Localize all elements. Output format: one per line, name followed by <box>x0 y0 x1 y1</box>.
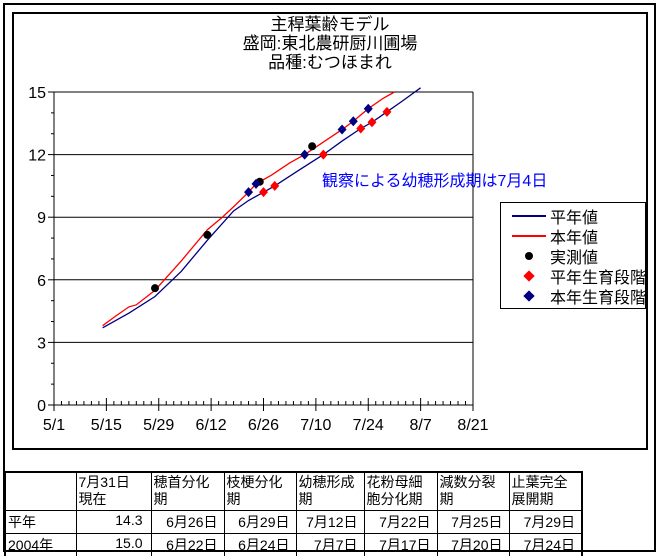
x-tick-label: 6/26 <box>248 417 279 434</box>
marker-平年生育段階 <box>367 117 377 128</box>
x-tick-label: 5/1 <box>43 417 65 434</box>
table-header-cell: 減数分裂 期 <box>436 471 510 511</box>
line-swatch <box>512 215 546 217</box>
marker-実測値 <box>203 230 212 239</box>
legend-dot-icon <box>512 252 546 260</box>
y-tick-label: 12 <box>28 148 46 165</box>
chart-annotation: 観察による幼穂形成期は7月4日 <box>322 173 548 190</box>
table-cell: 6月29日 <box>223 509 297 534</box>
table-cell: 7月25日 <box>436 509 510 534</box>
legend-label: 本年値 <box>550 230 599 247</box>
marker-本年生育段階 <box>337 124 347 135</box>
series-本年値 <box>102 91 395 327</box>
chart-subtitle-location: 盛岡:東北農研厨川圃場 <box>242 34 418 53</box>
marker-実測値 <box>308 142 317 151</box>
legend-item: 実測値 <box>512 246 645 267</box>
legend-label: 実測値 <box>550 250 599 267</box>
table-cell: 7月29日 <box>508 509 583 534</box>
y-tick-label: 3 <box>37 335 46 352</box>
x-tick-label: 6/12 <box>196 417 227 434</box>
legend-label: 本年生育段階 <box>550 290 647 307</box>
marker-本年生育段階 <box>300 149 310 160</box>
table-cell: 7月24日 <box>508 532 583 556</box>
legend-item: 本年値 <box>512 226 645 247</box>
marker-平年生育段階 <box>356 123 366 134</box>
legend-item: 平年値 <box>512 206 645 227</box>
table-header-row: 7月31日 現在 穂首分化 期枝梗分化 期幼穂形成 期花粉母細 胞分化期 減数分裂 … <box>4 471 583 511</box>
legend-label: 平年値 <box>550 210 599 227</box>
marker-平年生育段階 <box>318 149 328 160</box>
x-tick-label: 5/15 <box>91 417 122 434</box>
table-header-cell: 穂首分化 期 <box>150 471 225 511</box>
chart-legend: 平年値本年値実測値平年生育段階 本年生育段階 <box>500 202 646 309</box>
marker-実測値 <box>151 284 160 293</box>
table-cell: 15.0 <box>75 532 152 556</box>
y-tick-label: 6 <box>37 273 46 290</box>
growth-stage-table: 7月31日 現在 穂首分化 期枝梗分化 期幼穂形成 期花粉母細 胞分化期 減数分裂 … <box>4 471 583 556</box>
marker-平年生育段階 <box>259 187 268 198</box>
table-header-cell: 7月31日 現在 <box>75 471 152 511</box>
table-cell: 14.3 <box>75 509 152 534</box>
table-row: 平年 14.3 6月26日 6月29日 7月12日 7月22日 7月25日 7月29日 <box>4 509 583 534</box>
dot-swatch <box>525 252 533 260</box>
table-cell: 7月17日 <box>363 532 438 556</box>
legend-label: 平年生育段階 <box>550 270 647 287</box>
x-tick-label: 5/29 <box>143 417 174 434</box>
table-header-cell: 枝梗分化 期 <box>223 471 297 511</box>
y-tick-label: 15 <box>28 85 46 102</box>
chart-subtitle-variety: 品種:むつほまれ <box>268 53 392 72</box>
diamond-swatch <box>523 270 535 282</box>
x-tick-label: 8/7 <box>410 417 432 434</box>
legend-line-sample <box>512 215 546 217</box>
chart-title-block: 主稈葉齢モデル 盛岡:東北農研厨川圃場 品種:むつほまれ <box>0 15 660 72</box>
y-tick-label: 0 <box>37 398 46 415</box>
table-cell: 6月26日 <box>150 509 225 534</box>
x-tick-label: 7/10 <box>300 417 331 434</box>
table-header-cell <box>4 471 77 511</box>
table-row-label: 2004年 <box>4 532 77 556</box>
x-tick-label: 8/21 <box>457 417 488 434</box>
table-header-cell: 幼穂形成 期 <box>295 471 365 511</box>
diamond-swatch <box>523 290 535 302</box>
legend-diamond-icon <box>512 270 546 282</box>
table-header-cell: 花粉母細 胞分化期 <box>363 471 438 511</box>
marker-本年生育段階 <box>251 178 261 189</box>
marker-本年生育段階 <box>363 103 373 114</box>
legend-item: 本年生育段階 <box>512 286 647 307</box>
legend-diamond-icon <box>512 290 546 302</box>
table-cell: 6月24日 <box>223 532 297 556</box>
table-cell: 7月7日 <box>295 532 365 556</box>
line-swatch <box>512 235 546 237</box>
table-row: 2004年 15.0 6月22日 6月24日 7月7日 7月17日 7月20日 7月24日 <box>4 532 583 556</box>
marker-平年生育段階 <box>270 180 280 191</box>
table-row-label: 平年 <box>4 509 77 534</box>
marker-平年生育段階 <box>382 106 392 117</box>
marker-本年生育段階 <box>348 116 358 127</box>
table-header-cell: 止葉完全 展開期 <box>508 471 583 511</box>
marker-本年生育段階 <box>244 187 254 198</box>
legend-line-sample <box>512 235 546 237</box>
y-tick-label: 9 <box>37 210 46 227</box>
chart-title: 主稈葉齢モデル <box>270 15 390 34</box>
table-cell: 7月22日 <box>363 509 438 534</box>
table-cell: 7月12日 <box>295 509 365 534</box>
table-cell: 6月22日 <box>150 532 225 556</box>
x-tick-label: 7/24 <box>353 417 384 434</box>
legend-item: 平年生育段階 <box>512 266 647 287</box>
plot-area: 0 3 6 9 12 15 5/1 5/15 5/29 6/12 6/26 7/10 7/24 8/7 8/… <box>28 85 488 434</box>
table-cell: 7月20日 <box>436 532 510 556</box>
